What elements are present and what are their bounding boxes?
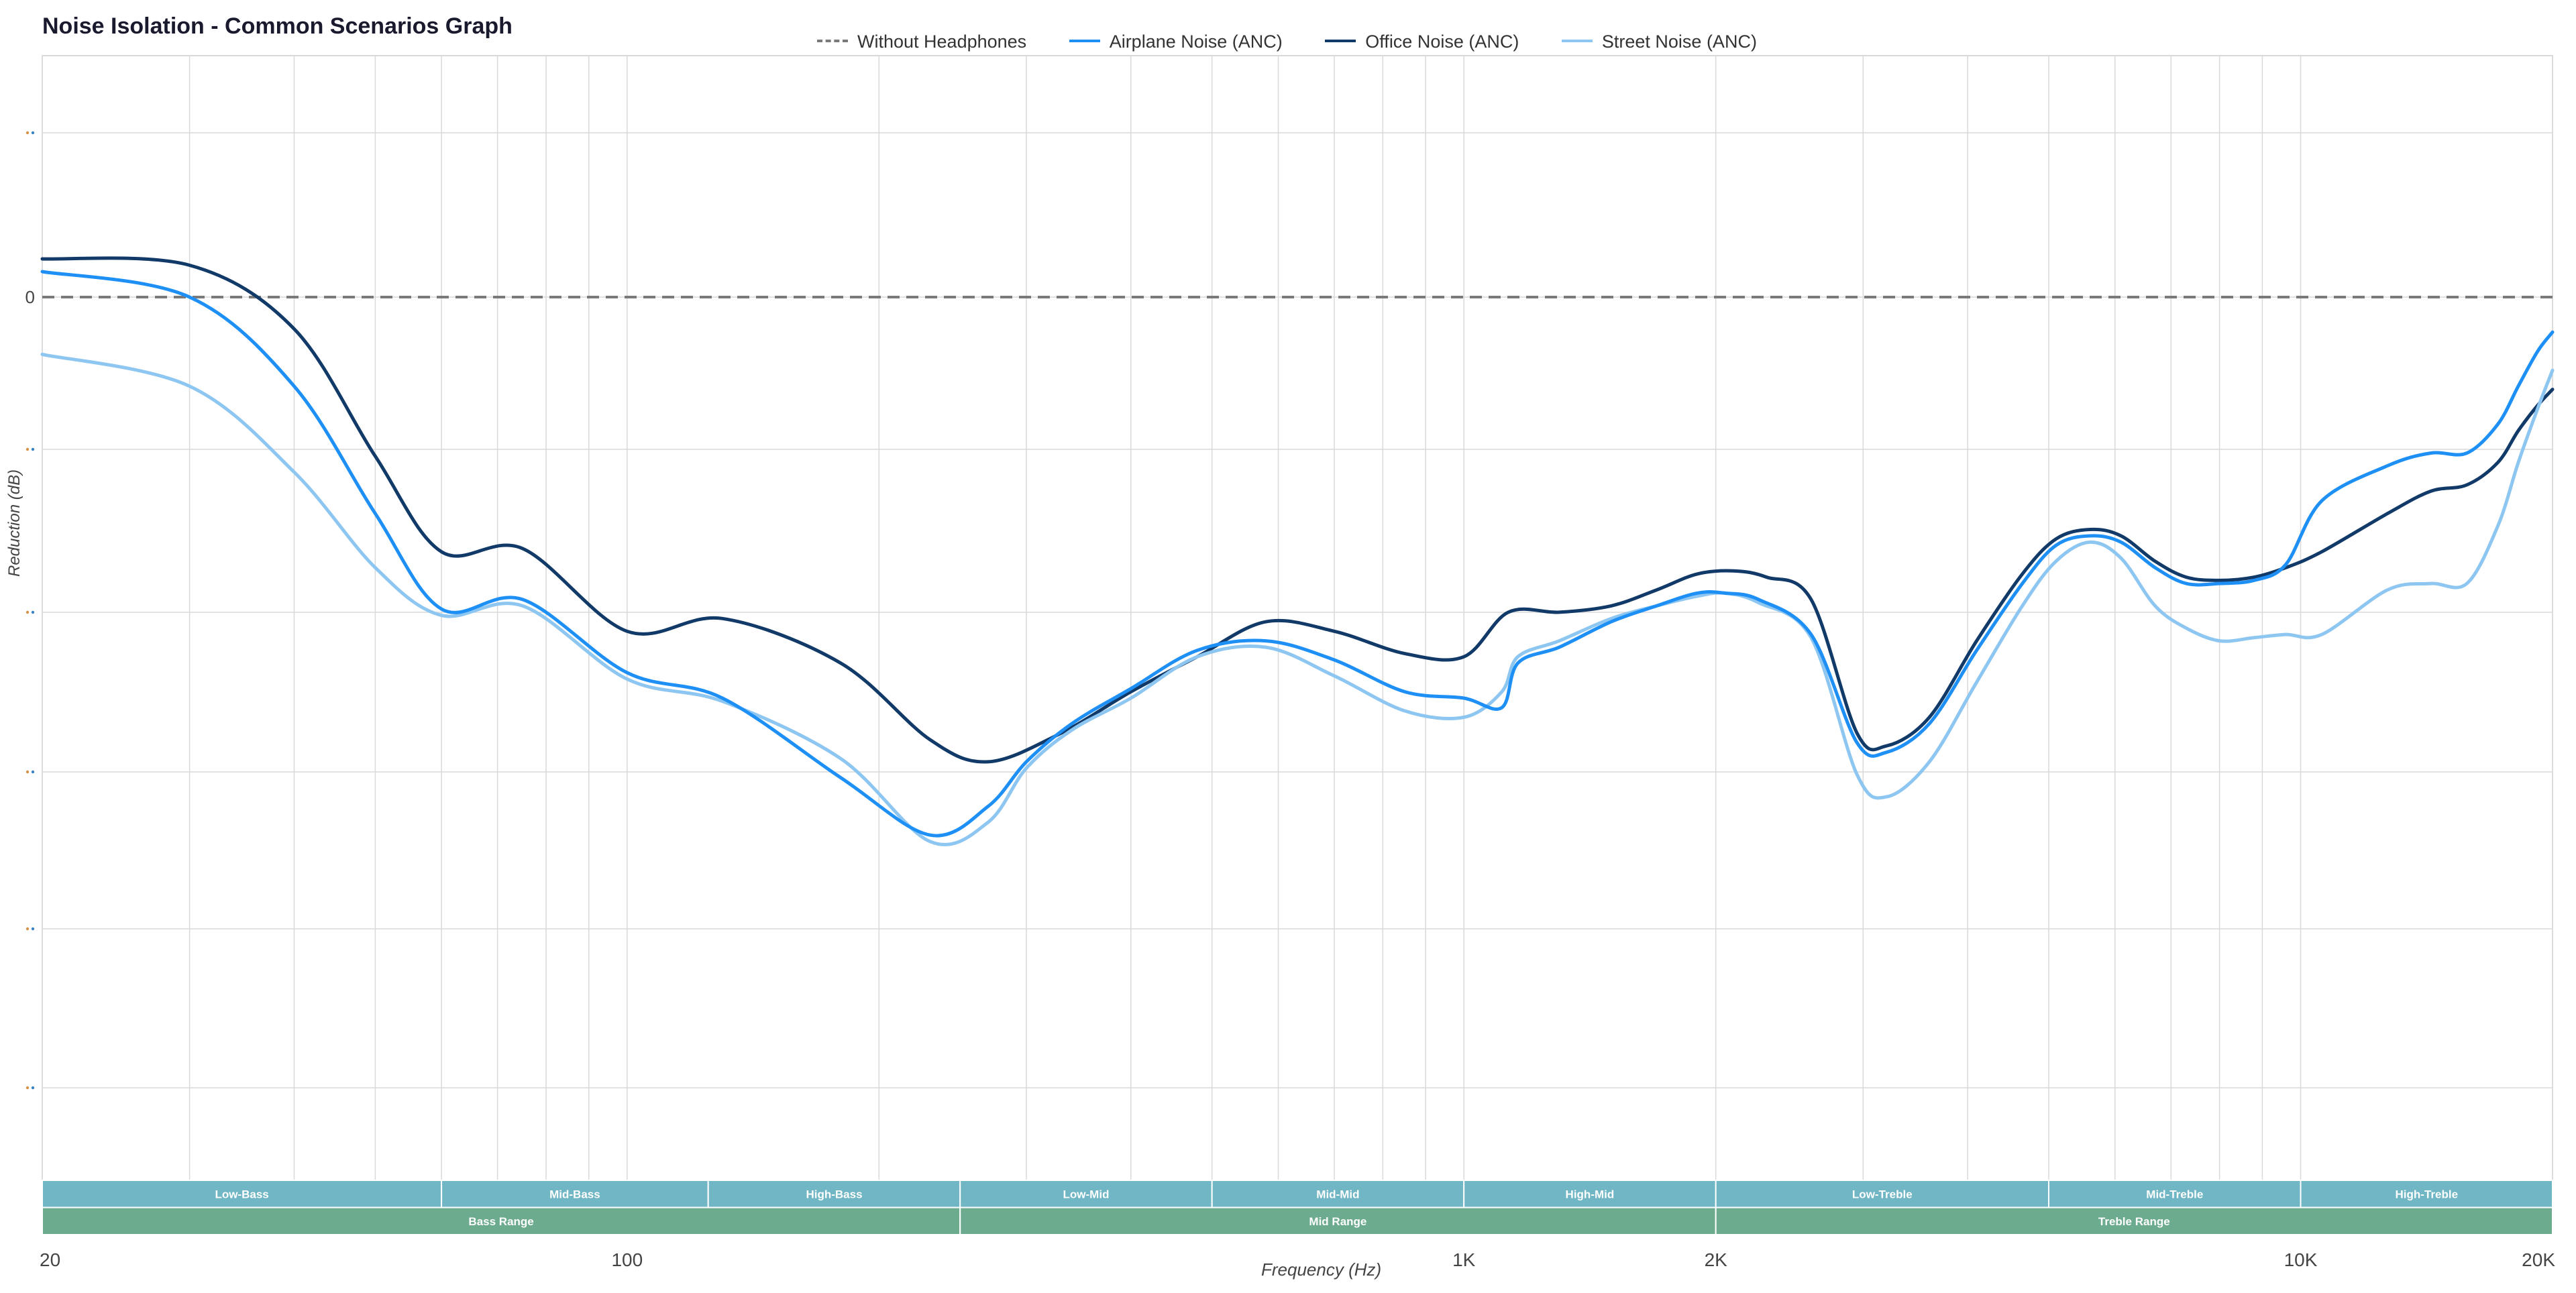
svg-text:Mid-Bass: Mid-Bass [549,1188,600,1200]
svg-text:Mid-Treble: Mid-Treble [2146,1188,2203,1200]
svg-text:High-Bass: High-Bass [806,1188,862,1200]
svg-text:10K: 10K [2284,1249,2318,1270]
svg-text:Low-Mid: Low-Mid [1063,1188,1110,1200]
svg-text:100: 100 [611,1249,643,1270]
svg-text:20K: 20K [2522,1249,2555,1270]
svg-text:Low-Treble: Low-Treble [1852,1188,1913,1200]
svg-text:High-Treble: High-Treble [2396,1188,2459,1200]
svg-text:Low-Bass: Low-Bass [215,1188,268,1200]
svg-text:High-Mid: High-Mid [1566,1188,1615,1200]
svg-text:2K: 2K [1705,1249,1728,1270]
svg-text:Bass Range: Bass Range [468,1215,533,1228]
svg-text:20: 20 [40,1249,60,1270]
svg-text:0: 0 [25,287,35,307]
svg-text:Mid-Mid: Mid-Mid [1316,1188,1359,1200]
svg-text:Mid Range: Mid Range [1309,1215,1366,1228]
svg-text:Treble Range: Treble Range [2098,1215,2170,1228]
svg-text:1K: 1K [1452,1249,1476,1270]
